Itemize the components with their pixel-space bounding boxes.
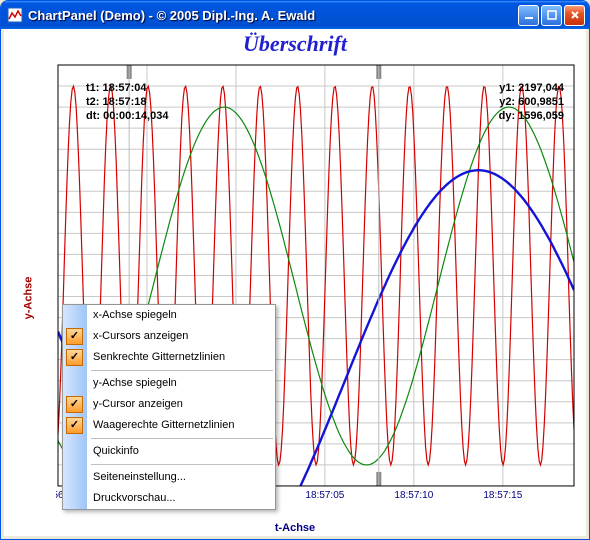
svg-text:18:57:15: 18:57:15 <box>483 490 522 501</box>
svg-text:18:57:05: 18:57:05 <box>305 490 344 501</box>
menu-separator <box>91 464 273 465</box>
menu-item[interactable]: Waagerechte Gitternetzlinien <box>63 415 275 436</box>
window-title: ChartPanel (Demo) - © 2005 Dipl.-Ing. A.… <box>28 8 518 23</box>
svg-text:dy: 1596,059: dy: 1596,059 <box>499 110 564 122</box>
chart-title: Überschrift <box>4 31 586 57</box>
svg-text:t1: 18:57:04: t1: 18:57:04 <box>86 82 147 94</box>
check-icon <box>66 328 83 345</box>
svg-text:t2: 18:57:18: t2: 18:57:18 <box>86 96 146 108</box>
svg-text:y1: 2197,044: y1: 2197,044 <box>499 82 565 94</box>
menu-item[interactable]: y-Achse spiegeln <box>63 373 275 394</box>
menu-separator <box>91 438 273 439</box>
app-window: ChartPanel (Demo) - © 2005 Dipl.-Ing. A.… <box>0 0 590 540</box>
close-button[interactable] <box>564 5 585 26</box>
menu-item[interactable]: x-Achse spiegeln <box>63 305 275 326</box>
x-axis-label: t-Achse <box>275 522 315 534</box>
svg-text:y2: 600,9851: y2: 600,9851 <box>499 96 564 108</box>
svg-text:18:57:10: 18:57:10 <box>394 490 433 501</box>
minimize-button[interactable] <box>518 5 539 26</box>
svg-text:dt: 00:00:14,034: dt: 00:00:14,034 <box>86 110 169 122</box>
context-menu[interactable]: x-Achse spiegelnx-Cursors anzeigenSenkre… <box>62 304 276 510</box>
menu-item[interactable]: Quickinfo <box>63 441 275 462</box>
maximize-button[interactable] <box>541 5 562 26</box>
menu-item[interactable]: Senkrechte Gitternetzlinien <box>63 347 275 368</box>
menu-item[interactable]: x-Cursors anzeigen <box>63 326 275 347</box>
app-icon <box>7 7 23 23</box>
check-icon <box>66 349 83 366</box>
menu-separator <box>91 370 273 371</box>
titlebar[interactable]: ChartPanel (Demo) - © 2005 Dipl.-Ing. A.… <box>1 1 589 29</box>
menu-item[interactable]: Druckvorschau... <box>63 488 275 509</box>
window-buttons <box>518 5 585 26</box>
menu-item[interactable]: Seiteneinstellung... <box>63 467 275 488</box>
check-icon <box>66 417 83 434</box>
menu-item[interactable]: y-Cursor anzeigen <box>63 394 275 415</box>
y-axis-label: y-Achse <box>22 276 34 319</box>
client-area: Überschrift y-Achse t-Achse 020040060080… <box>4 29 586 536</box>
check-icon <box>66 396 83 413</box>
